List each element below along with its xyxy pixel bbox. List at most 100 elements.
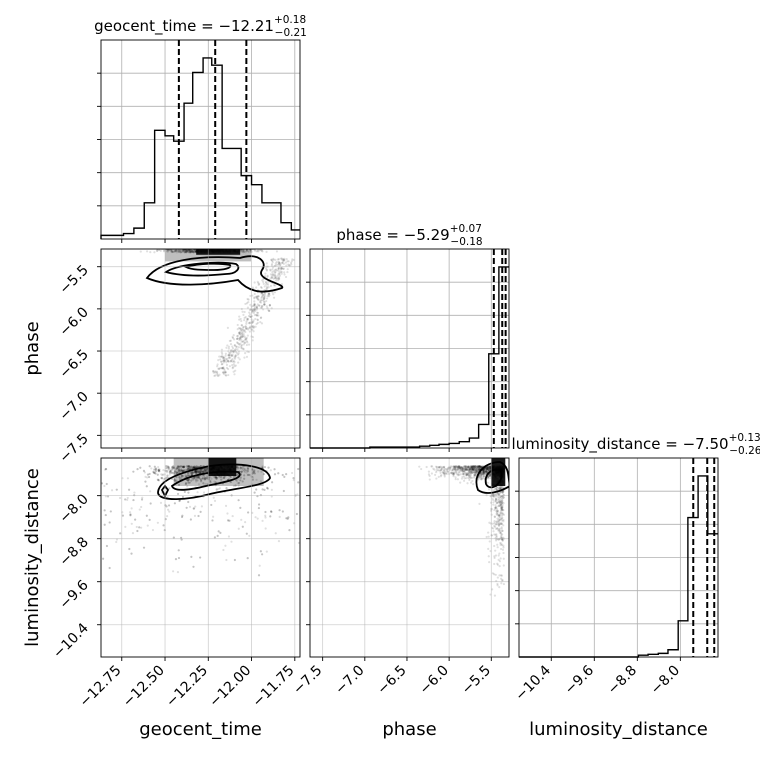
y-tick-label-luminosity_distance: −8.0 [56, 491, 91, 526]
sample-point [211, 241, 213, 243]
sample-point [497, 554, 500, 557]
sample-point [500, 502, 503, 505]
sample-point [224, 352, 227, 355]
sample-point [267, 466, 270, 469]
sample-point [157, 469, 160, 473]
sample-point [190, 479, 193, 482]
sample-point [469, 473, 472, 476]
sample-point [435, 471, 438, 474]
sample-point [188, 481, 191, 484]
sample-point [497, 538, 500, 541]
sample-point [169, 468, 172, 471]
sample-point [272, 293, 275, 296]
sample-point [502, 557, 505, 560]
sample-point [470, 467, 474, 470]
sample-point [292, 477, 295, 480]
sample-point [485, 469, 488, 472]
sample-point [197, 469, 201, 473]
sample-point [501, 529, 504, 532]
y-tick-label-phase: −6.0 [56, 304, 91, 339]
sample-point [200, 246, 202, 248]
sample-point [277, 267, 280, 270]
sample-point [145, 514, 148, 517]
sample-point [452, 465, 455, 468]
sample-point [498, 487, 501, 490]
sample-point [488, 540, 491, 543]
sample-point [464, 467, 467, 471]
sample-point [198, 243, 200, 245]
sample-point [236, 328, 239, 331]
sample-point [185, 249, 188, 252]
sample-point [215, 477, 218, 481]
sample-point [255, 296, 258, 300]
sample-point [183, 465, 186, 468]
sample-point [186, 472, 189, 475]
sample-point [188, 481, 191, 484]
sample-point [457, 468, 460, 471]
sample-point [192, 251, 195, 254]
sample-point [128, 547, 131, 551]
sample-point [284, 275, 288, 279]
sample-point [495, 488, 499, 491]
sample-point [199, 245, 201, 247]
sample-point [180, 474, 183, 478]
sample-point [201, 240, 203, 242]
sample-point [500, 522, 503, 526]
sample-point [168, 510, 171, 513]
sample-point [500, 501, 503, 504]
sample-point [471, 465, 474, 469]
sample-point [208, 244, 210, 246]
sample-point [466, 466, 469, 470]
sample-point [180, 474, 183, 478]
sample-point [194, 471, 197, 474]
sample-point [469, 466, 472, 470]
sample-point [138, 526, 141, 529]
sample-point [102, 557, 105, 560]
sample-point [223, 247, 225, 249]
sample-point [245, 355, 249, 358]
sample-point [482, 470, 485, 473]
hist-panel-luminosity_distance: luminosity_distance = −7.50+0.13 −0.26 [512, 432, 760, 658]
sample-point [205, 477, 209, 480]
sample-point [238, 331, 241, 334]
sample-point [269, 277, 272, 280]
sample-point [232, 246, 234, 248]
sample-point [465, 473, 468, 477]
sample-point [206, 477, 209, 480]
sample-point [457, 474, 460, 477]
sample-point [195, 470, 198, 473]
sample-point [171, 243, 173, 245]
sample-point [497, 529, 500, 532]
sample-point [223, 245, 225, 247]
sample-point [255, 286, 258, 289]
sample-point [287, 516, 290, 519]
sample-point [178, 246, 180, 248]
sample-point [178, 246, 180, 248]
sample-point [245, 336, 248, 339]
sample-point [257, 298, 260, 301]
sample-point [444, 472, 447, 475]
sample-point [169, 470, 172, 473]
sample-point [475, 471, 478, 474]
sample-point [152, 471, 155, 474]
sample-point [498, 560, 501, 563]
sample-point [149, 502, 152, 505]
sample-point [185, 250, 188, 253]
sample-point [157, 465, 160, 469]
sample-point [502, 509, 505, 512]
sample-point [195, 469, 198, 472]
sample-point [173, 479, 176, 482]
sample-point [188, 249, 191, 252]
sample-point [196, 241, 198, 243]
sample-point [238, 333, 242, 336]
sample-point [213, 480, 216, 483]
sample-point [191, 245, 193, 247]
sample-point [261, 279, 264, 282]
sample-point [248, 326, 251, 330]
sample-point [180, 246, 182, 248]
hist-panel-phase: phase = −5.29+0.07 −0.18 [306, 223, 510, 449]
sample-point [188, 474, 191, 477]
sample-point [482, 472, 485, 476]
sample-point [281, 260, 285, 263]
sample-point [191, 471, 194, 475]
